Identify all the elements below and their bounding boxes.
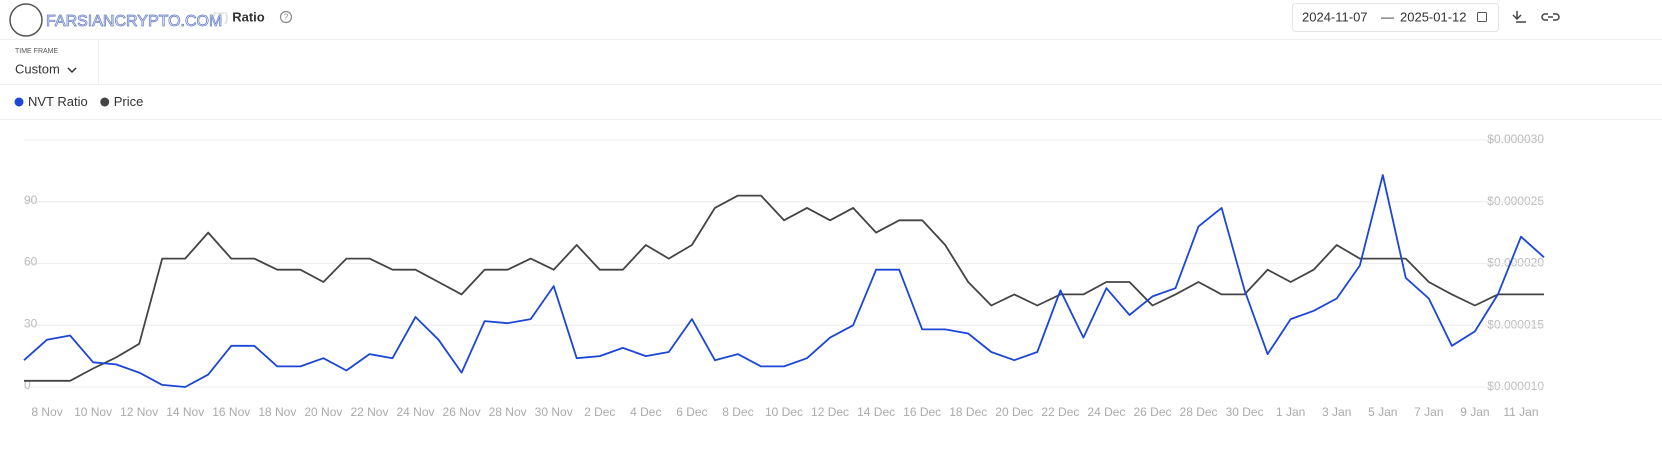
x-tick-label: 3 Jan xyxy=(1322,405,1351,419)
download-icon[interactable] xyxy=(1512,11,1526,23)
x-tick-label: 26 Nov xyxy=(443,405,481,419)
date-to: 2025-01-12 xyxy=(1400,9,1467,24)
calendar-icon xyxy=(1477,12,1487,22)
x-tick-label: 18 Nov xyxy=(258,405,296,419)
legend-label[interactable]: NVT Ratio xyxy=(28,94,88,109)
y2-tick-label: $0.000010 xyxy=(1487,379,1544,393)
legend-marker xyxy=(100,97,110,107)
date-from: 2024-11-07 xyxy=(1302,9,1368,24)
timeframe-select[interactable]: Custom xyxy=(15,61,60,76)
x-tick-label: 11 Jan xyxy=(1503,405,1538,419)
series-line xyxy=(24,194,1544,382)
watermark-bg xyxy=(4,4,228,38)
x-tick-label: 16 Nov xyxy=(212,405,250,419)
x-tick-label: 20 Nov xyxy=(304,405,342,419)
x-tick-label: 5 Jan xyxy=(1368,405,1397,419)
x-tick-label: 9 Jan xyxy=(1460,405,1489,419)
x-tick-label: 18 Dec xyxy=(949,405,987,419)
x-tick-label: 30 Nov xyxy=(535,405,573,419)
x-tick-label: 6 Dec xyxy=(676,405,707,419)
legend-marker xyxy=(14,97,24,107)
x-tick-label: 8 Dec xyxy=(722,405,753,419)
date-separator: — xyxy=(1381,9,1394,24)
watermark: FARSIANCRYPTO.COM xyxy=(46,13,222,30)
x-tick-label: 28 Nov xyxy=(489,405,527,419)
y-tick-label: 90 xyxy=(24,193,38,207)
x-tick-label: 28 Dec xyxy=(1180,405,1218,419)
help-icon-glyph: ? xyxy=(284,13,289,22)
y-tick-label: 30 xyxy=(24,316,38,330)
y-tick-label: 0 xyxy=(24,378,31,392)
date-range[interactable] xyxy=(1292,3,1499,32)
y-tick-label: 60 xyxy=(24,255,38,269)
x-tick-label: 2 Dec xyxy=(584,405,615,419)
x-tick-label: 7 Jan xyxy=(1414,405,1443,419)
link-icon[interactable] xyxy=(1541,13,1560,21)
legend-label[interactable]: Price xyxy=(114,94,144,109)
x-tick-label: 20 Dec xyxy=(995,405,1033,419)
timeframe-label: TIME FRAME xyxy=(15,48,58,55)
y2-tick-label: $0.000015 xyxy=(1487,317,1544,331)
x-tick-label: 1 Jan xyxy=(1276,405,1305,419)
x-tick-label: 24 Dec xyxy=(1087,405,1125,419)
x-tick-label: 8 Nov xyxy=(31,405,62,419)
x-tick-label: 26 Dec xyxy=(1133,405,1171,419)
x-tick-label: 22 Nov xyxy=(350,405,388,419)
x-tick-label: 4 Dec xyxy=(630,405,661,419)
x-tick-label: 16 Dec xyxy=(903,405,941,419)
x-tick-label: 14 Dec xyxy=(857,405,895,419)
y2-tick-label: $0.000030 xyxy=(1487,132,1544,146)
watermark-logo xyxy=(9,3,43,37)
y2-tick-label: $0.000020 xyxy=(1487,256,1544,270)
x-tick-label: 30 Dec xyxy=(1226,405,1264,419)
y2-tick-label: $0.000025 xyxy=(1487,194,1544,208)
x-tick-label: 22 Dec xyxy=(1041,405,1079,419)
x-tick-label: 12 Nov xyxy=(120,405,158,419)
x-tick-label: 14 Nov xyxy=(166,405,204,419)
x-tick-label: 24 Nov xyxy=(396,405,434,419)
dropdown-icon xyxy=(67,67,77,74)
help-icon[interactable] xyxy=(279,10,293,24)
x-tick-label: 10 Dec xyxy=(765,405,803,419)
x-tick-label: 10 Nov xyxy=(74,405,112,419)
series-line xyxy=(23,174,1545,388)
x-tick-label: 12 Dec xyxy=(811,405,849,419)
